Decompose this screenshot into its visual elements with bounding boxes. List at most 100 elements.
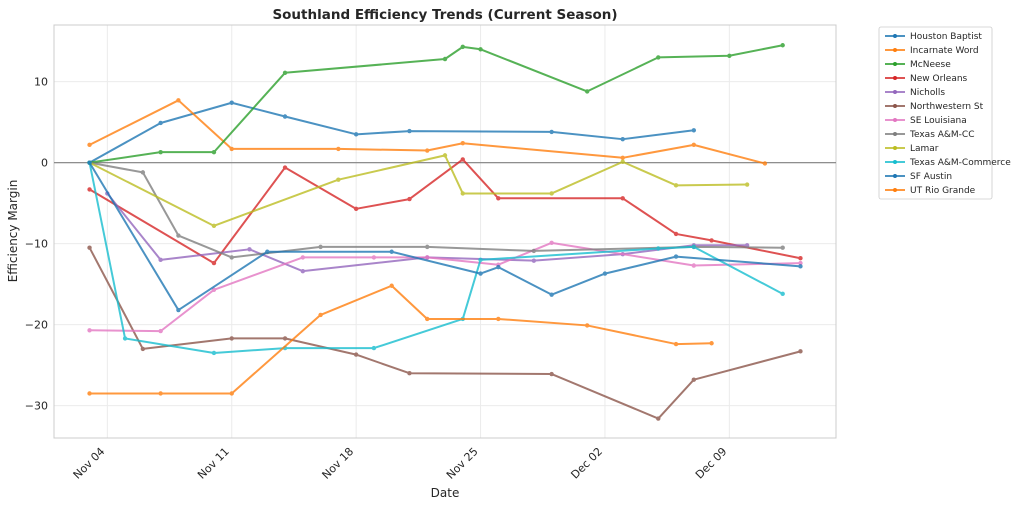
legend-item: Texas A&M-CC xyxy=(885,130,975,140)
legend-marker xyxy=(893,62,897,66)
x-tick-label: Nov 25 xyxy=(444,445,481,482)
data-point xyxy=(460,191,465,196)
series-line xyxy=(88,247,801,420)
data-point xyxy=(691,263,697,268)
data-point xyxy=(442,56,448,62)
y-tick-label: −10 xyxy=(25,238,48,251)
data-point xyxy=(478,257,483,263)
data-point xyxy=(602,271,608,276)
data-point xyxy=(176,98,181,103)
data-point xyxy=(211,149,217,155)
data-point xyxy=(744,182,750,187)
legend-label: McNeese xyxy=(910,60,951,70)
data-point xyxy=(798,256,803,261)
data-point xyxy=(229,391,234,396)
legend-label: Texas A&M-CC xyxy=(909,130,975,140)
data-point xyxy=(318,244,323,250)
legend-marker xyxy=(893,90,897,94)
data-point xyxy=(158,120,163,126)
data-point xyxy=(549,371,554,377)
grid xyxy=(54,25,836,438)
legend-marker xyxy=(893,174,897,178)
data-point xyxy=(691,142,697,148)
series-ut-rio-grande xyxy=(87,283,714,396)
series-line xyxy=(88,162,801,312)
data-point xyxy=(211,223,217,229)
data-point xyxy=(87,187,92,192)
data-point xyxy=(478,271,483,276)
legend-label: SF Austin xyxy=(910,172,952,182)
data-point xyxy=(389,283,394,288)
data-point xyxy=(282,70,288,75)
series-layer xyxy=(87,43,803,421)
data-point xyxy=(584,89,590,94)
data-point xyxy=(158,149,163,155)
legend-marker xyxy=(893,104,897,108)
data-point xyxy=(407,128,412,134)
data-point xyxy=(673,231,679,237)
data-point xyxy=(620,159,625,165)
data-point xyxy=(389,249,394,254)
legend-marker xyxy=(893,146,897,150)
legend-item: Incarnate Word xyxy=(885,46,979,56)
x-axis-label: Date xyxy=(431,486,460,500)
data-point xyxy=(496,264,501,270)
data-point xyxy=(709,341,714,346)
series-mcneese xyxy=(87,43,785,165)
data-point xyxy=(247,247,252,252)
data-point xyxy=(656,246,661,251)
data-point xyxy=(531,258,537,263)
data-point xyxy=(798,264,803,269)
data-point xyxy=(140,346,146,352)
legend-frame xyxy=(878,26,993,200)
data-point xyxy=(229,336,234,341)
data-point xyxy=(425,316,430,322)
data-point xyxy=(549,292,554,297)
data-point xyxy=(691,244,697,250)
legend-item: Lamar xyxy=(885,144,939,154)
data-point xyxy=(158,391,163,396)
data-point xyxy=(584,323,590,328)
legend-item: UT Rio Grande xyxy=(885,186,976,196)
legend-marker xyxy=(893,118,897,122)
legend-label: Lamar xyxy=(910,144,939,154)
data-point xyxy=(798,349,803,354)
legend-marker xyxy=(893,160,897,164)
legend-marker xyxy=(893,48,897,52)
data-point xyxy=(620,155,625,161)
data-point xyxy=(496,316,501,322)
legend-label: SE Louisiana xyxy=(910,116,967,126)
data-point xyxy=(176,307,181,313)
x-axis-ticks: Nov 04 Nov 11 Nov 18 Nov 25 Dec 02 Dec 09 xyxy=(71,445,730,482)
data-point xyxy=(496,196,501,201)
data-point xyxy=(122,336,128,341)
series-northwestern-st xyxy=(87,245,803,421)
data-point xyxy=(478,47,483,52)
data-point xyxy=(460,141,465,146)
legend-item: Nicholls xyxy=(885,88,945,98)
data-point xyxy=(673,341,679,347)
data-point xyxy=(87,160,92,165)
legend-label: Houston Baptist xyxy=(910,32,982,42)
series-line xyxy=(89,44,783,164)
data-point xyxy=(158,257,163,263)
data-point xyxy=(371,345,377,351)
legend-item: Texas A&M-Commerce xyxy=(885,158,1011,168)
legend-marker xyxy=(893,34,897,38)
x-tick-label: Nov 11 xyxy=(195,445,232,482)
data-point xyxy=(353,206,359,212)
data-point xyxy=(87,328,92,333)
data-point xyxy=(211,350,217,356)
data-point xyxy=(87,142,92,148)
data-point xyxy=(620,136,625,142)
data-point xyxy=(229,255,234,260)
data-point xyxy=(460,44,465,50)
data-point xyxy=(229,100,234,105)
data-point xyxy=(620,196,625,201)
y-tick-label: −20 xyxy=(25,319,48,332)
series-texas-a-m-commerce xyxy=(87,160,785,356)
data-point xyxy=(282,114,288,119)
x-tick-label: Nov 18 xyxy=(320,445,357,482)
legend-label: Nicholls xyxy=(910,88,945,98)
